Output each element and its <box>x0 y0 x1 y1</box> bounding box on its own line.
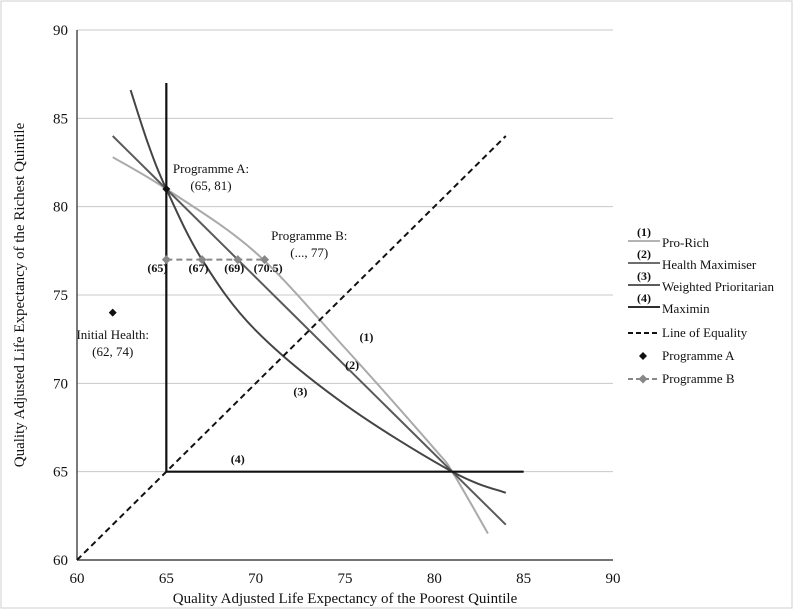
curve-label: (2) <box>345 358 359 372</box>
y-tick-label: 90 <box>53 23 68 39</box>
curve-label: (4) <box>231 452 245 466</box>
legend-entry: Weighted Prioritarian <box>662 279 774 294</box>
legend-number: (2) <box>637 247 651 261</box>
legend-number: (4) <box>637 291 651 305</box>
y-axis-title: Quality Adjusted Life Expectancy of the … <box>12 122 28 467</box>
legend-number: (3) <box>637 269 651 283</box>
programme-b-point <box>161 255 171 265</box>
legend-swatch <box>639 352 647 360</box>
annotation-text: Programme A: <box>173 161 249 176</box>
legend-swatch <box>638 374 648 384</box>
point-label: (69) <box>224 261 244 275</box>
x-tick-label: 70 <box>248 571 263 587</box>
y-tick-label: 75 <box>53 288 68 304</box>
x-tick-label: 75 <box>338 571 353 587</box>
annotation-text: (62, 74) <box>92 344 133 359</box>
curve-label: (3) <box>293 385 307 399</box>
legend-number: (1) <box>637 225 651 239</box>
series-line-weighted-prioritarian <box>129 89 507 494</box>
chart-labels: (1)(2) (3) (4) (65) (67) (69) (70.5) Programme … <box>76 161 373 466</box>
axes <box>76 30 613 561</box>
legend-entry: Health Maximiser <box>662 257 757 272</box>
legend-entry: Pro-Rich <box>662 235 709 250</box>
programme-b-point <box>197 255 207 265</box>
legend-entry: Line of Equality <box>662 325 748 340</box>
legend-entry: Programme B <box>662 371 735 386</box>
legend-entry: Programme A <box>662 348 735 363</box>
annotation-text: Programme B: <box>271 228 347 243</box>
x-tick-label: 90 <box>606 571 621 587</box>
y-tick-label: 70 <box>53 376 68 392</box>
series-line-line-of-equality <box>76 135 507 561</box>
y-tick-label: 65 <box>53 465 68 481</box>
programme-a-point <box>162 185 171 193</box>
x-tick-label: 85 <box>516 571 531 587</box>
x-tick-label: 60 <box>70 571 85 587</box>
point-label: (67) <box>188 261 208 275</box>
point-label: (70.5) <box>254 261 283 275</box>
x-axis-title: Quality Adjusted Life Expectancy of the … <box>173 591 518 607</box>
programme-b-point <box>233 255 243 265</box>
legend-entry: Maximin <box>662 301 710 316</box>
legend: (1) Pro-Rich (2) Health Maximiser (3) Weighte… <box>628 225 774 386</box>
point-label: (65) <box>147 261 167 275</box>
annotation-text: Initial Health: <box>76 327 149 342</box>
x-tick-label: 80 <box>427 571 442 587</box>
data-points <box>108 185 270 317</box>
annotation-text: (65, 81) <box>190 178 231 193</box>
annotation-text: (..., 77) <box>290 245 328 260</box>
x-tick-label: 65 <box>159 571 174 587</box>
curve-label: (1) <box>359 330 373 344</box>
y-tick-label: 85 <box>53 111 68 127</box>
y-tick-label: 80 <box>53 200 68 216</box>
initial-health-point <box>108 308 117 317</box>
programme-b-point <box>260 255 270 265</box>
tick-labels: 60 65 70 75 80 85 90 60 65 70 75 80 85 90 <box>53 23 621 587</box>
y-tick-label: 60 <box>53 553 68 569</box>
